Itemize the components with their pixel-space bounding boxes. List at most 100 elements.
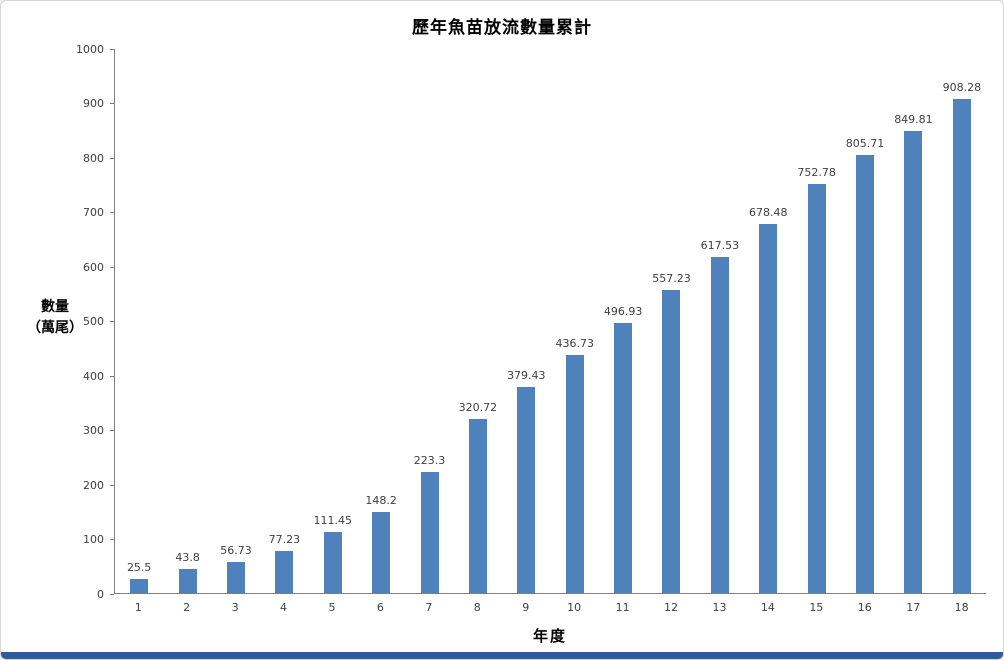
- y-tick-label: 0: [97, 587, 104, 601]
- bar-value-label: 908.28: [942, 80, 982, 94]
- bar-cell: 111.45: [309, 49, 357, 593]
- bar-value-label: 43.8: [175, 551, 200, 565]
- x-axis-label: 8: [473, 601, 481, 614]
- x-axis-title: 年度: [532, 627, 567, 645]
- y-tick-label: 900: [83, 97, 104, 110]
- bar-cell: 320.72: [454, 49, 502, 593]
- bar: [614, 322, 633, 593]
- bar-value-label: 379.43: [507, 368, 546, 382]
- bar-cell: 77.23: [260, 49, 308, 593]
- x-axis-label: 11: [615, 601, 630, 614]
- bar: [275, 551, 294, 593]
- x-axis-label: 10: [567, 601, 582, 614]
- bar: [856, 154, 875, 593]
- x-axis-label: 12: [664, 601, 679, 614]
- bar: [565, 355, 584, 593]
- chart-title: 歷年魚苗放流數量累計: [412, 18, 592, 38]
- bar-value-label: 25.5: [126, 561, 152, 575]
- y-tick-mark: [110, 430, 114, 431]
- bar-value-label: 752.78: [797, 165, 836, 179]
- bar-value-label: 436.73: [555, 337, 594, 351]
- bar-cell: 56.73: [212, 49, 260, 593]
- bar: [226, 562, 245, 593]
- bar-cell: 752.78: [792, 49, 840, 593]
- bar-value-label: 496.93: [603, 304, 643, 318]
- bar: [372, 512, 391, 593]
- bar-cell: 849.81: [889, 49, 937, 593]
- y-axis-tick-container: 0 100 200 300 400 500 600 700 800 900 1000: [1, 43, 114, 601]
- x-axis-label: 4: [280, 601, 288, 614]
- bar: [710, 257, 729, 593]
- bottom-strip: [1, 652, 1003, 659]
- bar: [662, 289, 681, 593]
- bar-value-label: 77.23: [268, 533, 301, 546]
- x-axis-label: 6: [376, 601, 384, 614]
- x-axis-label: 2: [183, 601, 191, 614]
- x-axis-labels: 1 2 3 4 5 6 7 8 9 10 11 12 13 14 15 16 17 18: [114, 601, 986, 614]
- y-tick-mark: [110, 375, 114, 377]
- bar-cell: 908.28: [938, 49, 986, 593]
- y-tick-mark: [110, 484, 114, 486]
- bar: [420, 471, 439, 593]
- y-tick-mark: [110, 103, 114, 104]
- bar: [178, 569, 197, 593]
- bars-container: 25.5 43.8 56.73 77.23 111.45 148.2 223.3 320.72…: [115, 49, 986, 593]
- bar-value-label: 320.72: [458, 400, 498, 414]
- bar: [517, 386, 536, 593]
- x-axis-label: 13: [712, 601, 727, 614]
- bar: [759, 223, 778, 593]
- bar-value-label: 557.23: [652, 271, 691, 285]
- bar: [323, 532, 342, 593]
- y-tick-mark: [110, 266, 114, 268]
- bar: [904, 130, 923, 593]
- bar-cell: 379.43: [502, 49, 550, 593]
- x-axis-label: 14: [760, 601, 775, 614]
- bar-value-label: 805.71: [845, 136, 885, 150]
- bar-cell: 223.3: [405, 49, 453, 593]
- x-axis-label: 7: [425, 601, 433, 614]
- bar-value-label: 678.48: [749, 205, 788, 219]
- y-tick-label: 100: [83, 533, 104, 546]
- bar-value-label: 56.73: [220, 544, 252, 558]
- plot-area: 25.5 43.8 56.73 77.23 111.45 148.2 223.3 320.72…: [114, 49, 986, 594]
- x-axis-label: 5: [328, 601, 336, 614]
- bar-cell: 436.73: [551, 49, 599, 593]
- bar-cell: 678.48: [744, 49, 792, 593]
- y-tick-mark: [110, 48, 114, 50]
- x-axis-label: 16: [857, 601, 872, 614]
- y-tick-mark: [110, 539, 114, 540]
- bar-cell: 496.93: [599, 49, 647, 593]
- bar-cell: 25.5: [115, 49, 163, 593]
- y-tick-mark: [110, 212, 114, 213]
- x-axis-label: 1: [134, 601, 142, 614]
- y-tick-label: 300: [83, 424, 104, 437]
- x-axis-label: 15: [809, 601, 824, 614]
- bar: [807, 183, 826, 593]
- bar-cell: 43.8: [163, 49, 211, 593]
- y-tick-mark: [110, 593, 114, 595]
- y-tick-label: 700: [83, 206, 104, 219]
- y-tick-label: 800: [83, 151, 104, 165]
- bar-cell: 617.53: [696, 49, 744, 593]
- y-tick-label: 500: [83, 315, 104, 328]
- x-axis-label: 17: [906, 601, 921, 614]
- y-axis-title-line1: 數量: [41, 299, 69, 315]
- bar-value-label: 148.2: [365, 494, 397, 508]
- y-tick-label: 1000: [76, 42, 104, 56]
- bar: [468, 418, 487, 593]
- y-tick-label: 200: [83, 478, 104, 492]
- y-tick-mark: [110, 157, 114, 159]
- bar-cell: 805.71: [841, 49, 889, 593]
- bar-value-label: 111.45: [313, 514, 353, 528]
- bar-cell: 148.2: [357, 49, 405, 593]
- bar: [952, 98, 971, 593]
- y-tick-mark: [110, 321, 114, 322]
- y-axis-title-line2: （萬尾）: [27, 320, 83, 336]
- x-axis-label: 9: [522, 601, 530, 614]
- bar-value-label: 617.53: [700, 239, 740, 253]
- y-tick-label: 600: [83, 260, 104, 274]
- x-axis-label: 18: [954, 601, 969, 614]
- x-axis-label: 3: [231, 601, 239, 614]
- bar-cell: 557.23: [647, 49, 695, 593]
